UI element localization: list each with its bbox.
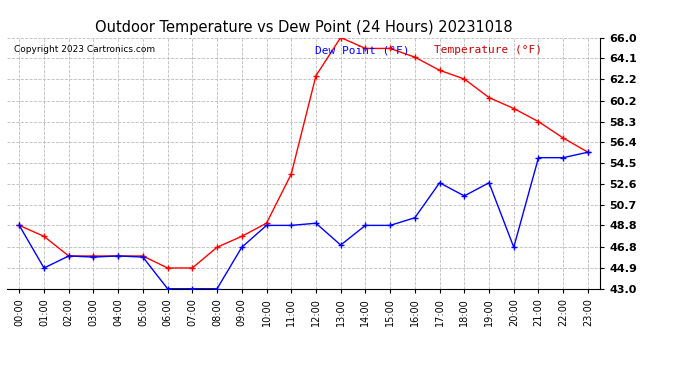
Title: Outdoor Temperature vs Dew Point (24 Hours) 20231018: Outdoor Temperature vs Dew Point (24 Hou… xyxy=(95,20,513,35)
Text: Copyright 2023 Cartronics.com: Copyright 2023 Cartronics.com xyxy=(14,45,155,54)
Text: Temperature (°F): Temperature (°F) xyxy=(434,45,542,55)
Text: Dew Point (°F): Dew Point (°F) xyxy=(315,45,410,55)
